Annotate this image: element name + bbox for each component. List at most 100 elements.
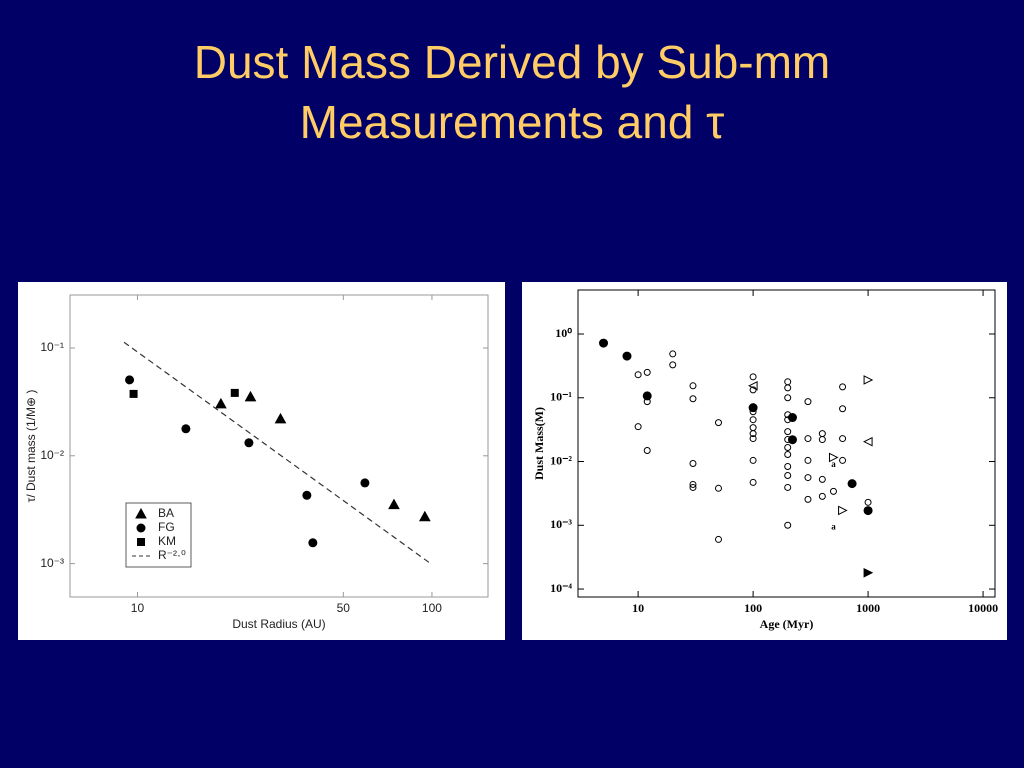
legend-label: KM [158, 534, 176, 548]
point [689, 483, 697, 491]
legend-marker [137, 538, 145, 546]
x-tick-label: 10 [131, 601, 145, 615]
point [784, 443, 792, 451]
point [634, 423, 642, 431]
y-axis-label: τ/ Dust mass (1/M⊕ ) [24, 390, 38, 503]
point [669, 350, 677, 358]
point [689, 480, 697, 488]
chart: 10 50 100 10⁻¹ 10⁻² 10⁻³ Dust Radius (AU) τ/ Du… [18, 282, 505, 640]
y-tick-label: 10⁻³ [40, 556, 64, 570]
chart: 10 100 1000 10000 10⁰ 10⁻¹ 10⁻² 10⁻³ 10⁻⁴ Age (My… [522, 282, 1007, 640]
legend-marker [135, 507, 147, 519]
point [689, 395, 697, 403]
point [689, 382, 697, 390]
legend-label: R⁻²·⁰ [158, 548, 186, 562]
point [784, 483, 792, 491]
point [804, 495, 812, 503]
point [360, 478, 370, 488]
point [749, 416, 757, 424]
point [634, 371, 642, 379]
legend-label: BA [158, 506, 174, 520]
x-tick-label: 100 [422, 601, 442, 615]
slide-title: Dust Mass Derived by Sub-mm Measurements… [193, 36, 831, 148]
y-axis-label: Dust Mass(M) [532, 407, 546, 480]
x-tick-label: 1000 [856, 601, 880, 615]
chart-panel [522, 282, 1007, 640]
point [804, 456, 812, 464]
point [784, 471, 792, 479]
point [749, 386, 757, 394]
point [804, 435, 812, 443]
point [244, 438, 254, 448]
point [714, 535, 722, 543]
y-tick-label: 10⁻⁴ [550, 581, 572, 595]
point [784, 394, 792, 402]
point [308, 538, 318, 548]
point [839, 383, 847, 391]
point [839, 456, 847, 464]
point [274, 412, 287, 424]
point [419, 510, 431, 522]
point [784, 411, 792, 419]
x-tick-label: 10000 [968, 601, 998, 615]
legend-label: FG [158, 520, 175, 534]
point [643, 446, 651, 454]
point [215, 397, 227, 409]
point [302, 490, 312, 500]
y-tick-label: 10⁻² [40, 448, 64, 462]
point [642, 391, 652, 401]
point [818, 475, 826, 483]
point [599, 338, 609, 348]
y-tick-label: 10⁻³ [550, 517, 572, 531]
point [784, 521, 792, 529]
point [862, 436, 873, 447]
x-tick-label: 50 [337, 601, 351, 615]
point [804, 474, 812, 482]
point [818, 436, 826, 444]
point [129, 389, 138, 398]
point [784, 450, 792, 458]
point [749, 408, 757, 416]
point [784, 463, 792, 471]
point [784, 416, 792, 424]
annotation: a [831, 522, 836, 532]
x-axis-label: Age (Myr) [760, 617, 814, 631]
point [643, 398, 651, 406]
fit-line [123, 341, 433, 566]
point [863, 375, 874, 385]
point [669, 361, 677, 369]
legend-marker [136, 523, 146, 533]
point [714, 484, 722, 492]
point [804, 398, 812, 406]
point [749, 478, 757, 486]
x-tick-label: 10 [632, 601, 644, 615]
x-tick-label: 100 [744, 601, 762, 615]
point [689, 460, 697, 468]
point [839, 405, 847, 413]
point [863, 567, 874, 578]
point [125, 375, 135, 385]
point [863, 506, 873, 516]
annotation: a [831, 459, 836, 469]
chart-panel [18, 282, 505, 640]
point [784, 436, 792, 444]
y-tick-label: 10⁰ [555, 326, 572, 340]
point [838, 505, 848, 516]
point [749, 373, 757, 381]
x-axis-label: Dust Radius (AU) [232, 617, 325, 631]
point [388, 498, 400, 510]
point [622, 351, 632, 361]
legend-box [125, 502, 192, 568]
point [714, 419, 722, 427]
point [181, 424, 191, 434]
point [244, 390, 257, 402]
point [749, 435, 757, 443]
point [749, 430, 757, 438]
plot-frame [577, 289, 996, 598]
plot-frame [69, 294, 489, 598]
point [864, 498, 872, 506]
point [643, 368, 651, 376]
point [818, 492, 826, 500]
